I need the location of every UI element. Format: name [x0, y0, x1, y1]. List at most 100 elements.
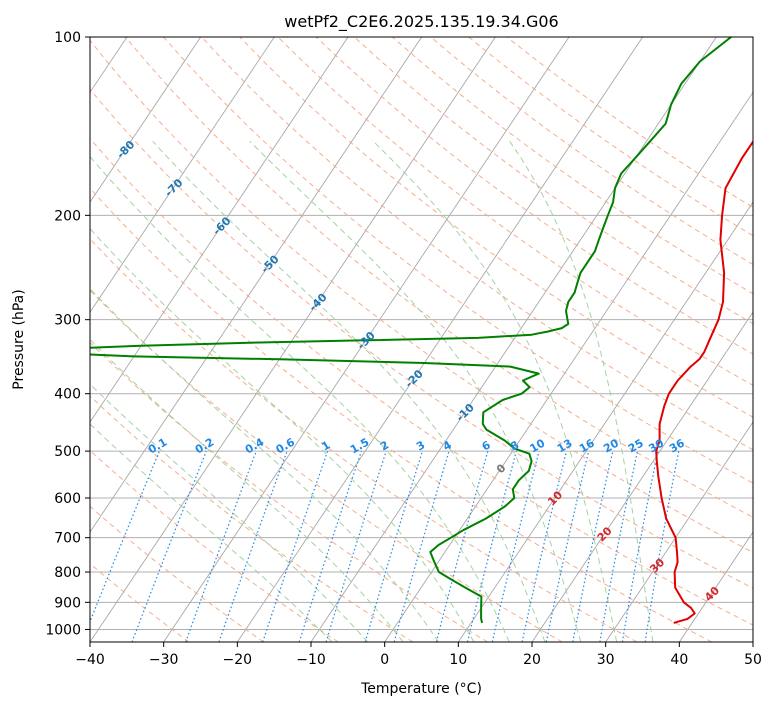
- isotherm-line: [90, 37, 349, 423]
- x-tick-label: 10: [449, 652, 467, 668]
- moist-adiabat-line: [249, 140, 582, 642]
- isotherm-line: [605, 421, 753, 642]
- isotherm-line: [90, 37, 423, 533]
- y-tick-label: 400: [54, 387, 81, 403]
- mixing-ratio-label: 0.4: [243, 435, 267, 456]
- mixing-ratio-label: 13: [555, 437, 575, 456]
- mixing-ratio-label: 10: [528, 436, 548, 455]
- isotherm-label: 40: [702, 584, 722, 604]
- dry-adiabat-line: [239, 37, 753, 418]
- isotherm-line: [678, 531, 753, 642]
- mixing-ratio-line: [435, 450, 489, 642]
- isotherm-label: -20: [403, 367, 426, 390]
- moist-adiabat-line: [90, 338, 404, 642]
- x-tick-label: −10: [296, 652, 326, 668]
- dry-adiabat-line: [90, 238, 638, 642]
- moist-adiabat-line: [152, 140, 546, 642]
- mixing-ratio-line: [90, 450, 160, 624]
- isotherm-label: -40: [306, 291, 329, 314]
- temperature-line: [655, 139, 753, 624]
- isotherm-label: -30: [355, 329, 378, 352]
- y-axis-label: Pressure (hPa): [11, 289, 27, 389]
- dry-adiabat-line: [90, 395, 414, 642]
- mixing-ratio-line: [644, 450, 680, 642]
- x-axis-label: Temperature (°C): [360, 681, 482, 697]
- isotherm-label: -50: [258, 252, 281, 275]
- moist-adiabat-line: [90, 288, 439, 642]
- isotherm-line: [531, 311, 753, 642]
- isotherm-label: -80: [114, 138, 137, 161]
- mixing-ratio-label: 0.1: [146, 435, 169, 456]
- dry-adiabat-line: [90, 562, 190, 642]
- isotherm-line: [457, 201, 753, 642]
- y-tick-label: 1000: [45, 622, 81, 638]
- mixing-ratio-line: [298, 450, 363, 642]
- dry-adiabat-line: [90, 88, 753, 589]
- isotherm-line: [90, 37, 275, 313]
- x-tick-label: 40: [670, 652, 688, 668]
- mixing-ratio-label: 1.5: [348, 435, 371, 456]
- mixing-ratio-line: [491, 450, 540, 642]
- mixing-ratio-line: [364, 450, 423, 642]
- dry-adiabat-line: [90, 39, 753, 553]
- y-tick-label: 500: [54, 444, 81, 460]
- dry-adiabat-line: [277, 37, 753, 386]
- isotherm-line: [90, 37, 202, 204]
- mixing-ratio-label: 0.6: [274, 435, 298, 456]
- isotherm-label: 20: [595, 524, 615, 544]
- pressure-gridlines: [90, 37, 753, 630]
- isotherm-line: [384, 91, 753, 642]
- y-tick-label: 800: [54, 565, 81, 581]
- x-axis: −40 −30 −20 −10 0 10 20 30 40 50: [75, 642, 762, 668]
- mixing-ratio-label: 36: [667, 436, 687, 455]
- moist-adiabat-line: [90, 423, 333, 642]
- x-tick-label: 50: [744, 652, 762, 668]
- dry-adiabat-line: [353, 37, 753, 325]
- chart-title: wetPf2_C2E6.2025.135.19.34.G06: [284, 12, 558, 32]
- y-tick-label: 200: [54, 208, 81, 224]
- mixing-ratio-line: [599, 450, 639, 642]
- isotherm-label: 10: [545, 488, 565, 508]
- x-tick-label: −40: [75, 652, 105, 668]
- isotherm-line: [752, 641, 753, 642]
- mixing-ratio-label: 20: [601, 436, 621, 455]
- isotherm-line: [310, 37, 717, 642]
- dry-adiabat-line: [430, 37, 753, 266]
- mixing-ratio-line: [185, 450, 257, 642]
- isotherm-label: -10: [454, 401, 477, 424]
- mixing-ratio-lines: [90, 450, 680, 642]
- mixing-ratio-line: [545, 450, 590, 642]
- dry-adiabat-line: [90, 187, 712, 642]
- isotherm-label: 30: [647, 556, 667, 576]
- y-tick-label: 700: [54, 531, 81, 547]
- isotherm-label: -70: [162, 176, 185, 199]
- mixing-ratio-line: [218, 450, 288, 642]
- y-tick-label: 600: [54, 491, 81, 507]
- mixing-ratio-line: [393, 450, 450, 642]
- mixing-ratio-label: 25: [626, 437, 646, 456]
- moist-adiabat-line: [90, 383, 369, 642]
- y-tick-label: 900: [54, 595, 81, 611]
- dewpoint-line: [90, 37, 732, 624]
- dry-adiabat-line: [90, 137, 753, 626]
- y-axis: 1000 900 800 700 600 500 400 300 200 100: [45, 30, 90, 638]
- x-tick-label: 0: [380, 652, 389, 668]
- line-annotations: 0.1 0.2 0.4 0.6 1 1.5 2 3 4 6 8 10 13 16 20 25 30 36-80-7…: [114, 138, 722, 604]
- y-tick-label: 300: [54, 313, 81, 329]
- moist-adiabat-lines: [90, 140, 654, 642]
- moist-adiabat-line: [373, 140, 618, 642]
- isotherm-label: -60: [210, 214, 233, 237]
- mixing-ratio-line: [466, 450, 517, 642]
- x-tick-label: −20: [223, 652, 253, 668]
- dry-adiabat-line: [163, 37, 753, 484]
- mixing-ratio-line: [572, 450, 614, 642]
- mixing-ratio-line: [262, 450, 329, 642]
- dry-adiabat-line: [90, 289, 563, 642]
- mixing-ratio-line: [521, 450, 568, 642]
- sounding-series: [90, 37, 753, 624]
- isotherm-label: 0: [494, 461, 509, 476]
- y-tick-label: 100: [54, 30, 81, 46]
- mixing-ratio-label: 30: [646, 436, 666, 455]
- moist-adiabat-line: [509, 141, 654, 642]
